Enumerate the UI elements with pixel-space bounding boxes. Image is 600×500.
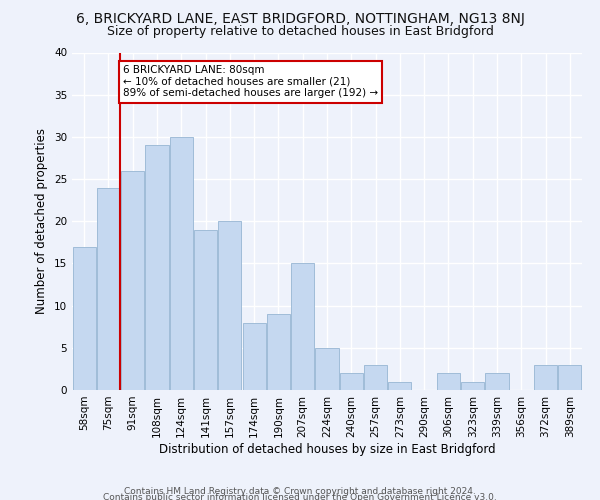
Bar (121, 170, 144, 390)
Text: Size of property relative to detached houses in East Bridgford: Size of property relative to detached ho… (107, 25, 493, 38)
Bar (534, 364, 557, 390)
Bar (388, 382, 412, 390)
Bar (485, 373, 509, 390)
Y-axis label: Number of detached properties: Number of detached properties (35, 128, 49, 314)
Bar (316, 348, 338, 390)
Text: 6 BRICKYARD LANE: 80sqm
← 10% of detached houses are smaller (21)
89% of semi-de: 6 BRICKYARD LANE: 80sqm ← 10% of detache… (123, 65, 378, 98)
Bar (218, 221, 241, 390)
Bar (461, 382, 484, 390)
Bar (170, 137, 193, 390)
Bar (73, 246, 95, 390)
Text: Contains HM Land Registry data © Crown copyright and database right 2024.: Contains HM Land Registry data © Crown c… (124, 487, 476, 496)
Bar (340, 373, 363, 390)
Bar (267, 314, 290, 390)
Bar (437, 373, 460, 390)
Bar (194, 230, 217, 390)
Bar (242, 322, 266, 390)
Bar (291, 264, 314, 390)
Bar (364, 364, 387, 390)
Bar (145, 146, 169, 390)
Bar (97, 188, 120, 390)
Text: Contains public sector information licensed under the Open Government Licence v3: Contains public sector information licen… (103, 492, 497, 500)
Bar (559, 364, 581, 390)
Text: 6, BRICKYARD LANE, EAST BRIDGFORD, NOTTINGHAM, NG13 8NJ: 6, BRICKYARD LANE, EAST BRIDGFORD, NOTTI… (76, 12, 524, 26)
X-axis label: Distribution of detached houses by size in East Bridgford: Distribution of detached houses by size … (158, 442, 496, 456)
